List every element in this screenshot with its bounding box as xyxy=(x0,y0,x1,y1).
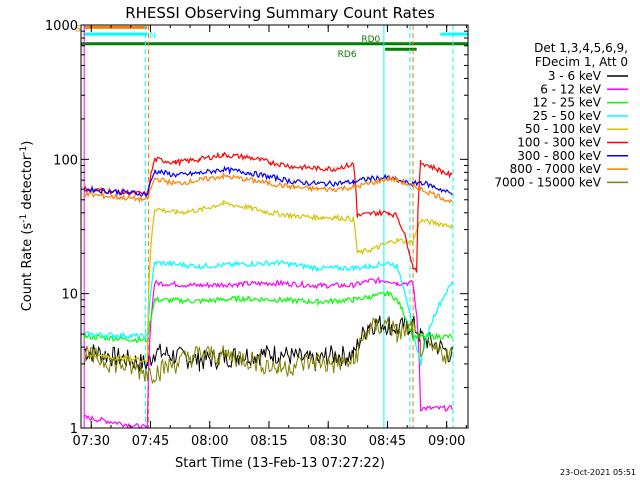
legend-entry-label: 25 - 50 keV xyxy=(533,109,602,123)
x-tick-label: 07:30 xyxy=(73,434,110,449)
y-axis-ticks: 1 10 100 1000 xyxy=(45,19,468,437)
legend-entry-label: 800 - 7000 keV xyxy=(510,162,602,176)
series-line xyxy=(83,317,453,385)
series-line xyxy=(83,277,453,429)
y-tick-label: 10 xyxy=(61,288,78,303)
flag-bar-label: RD0 xyxy=(361,35,380,45)
series-lines xyxy=(83,151,453,429)
y-axis-label-part1: Count Rate (s xyxy=(20,223,35,312)
x-axis-ticks: 07:30 07:45 08:00 08:15 08:30 08:45 09:00 xyxy=(73,25,467,449)
x-tick-label: 08:45 xyxy=(369,434,406,449)
y-axis-label-part3: ) xyxy=(20,141,35,146)
vertical-markers xyxy=(83,25,454,428)
series-line xyxy=(83,315,453,372)
legend-entry-label: 3 - 6 keV xyxy=(548,69,602,83)
series-line xyxy=(83,151,453,273)
y-tick-label: 1000 xyxy=(45,19,78,34)
series-line xyxy=(84,200,453,363)
flag-bar-label: S xyxy=(75,24,81,34)
y-tick-label: 1 xyxy=(70,422,78,437)
legend: Det 1,3,4,5,6,9, FDecim 1, Att 0 3 - 6 k… xyxy=(494,41,628,189)
y-axis-label: Count Rate (s-1 detector-1) xyxy=(19,141,35,312)
legend-entry-label: 7000 - 15000 keV xyxy=(494,175,601,189)
legend-header-line-2: FDecim 1, Att 0 xyxy=(535,55,628,69)
legend-entry-label: 300 - 800 keV xyxy=(517,149,601,163)
plot-frame xyxy=(80,24,469,429)
y-tick-label: 100 xyxy=(53,153,78,168)
x-axis-label: Start Time (13-Feb-13 07:27:22) xyxy=(175,456,385,471)
series-line xyxy=(84,172,453,204)
chart-title: RHESSI Observing Summary Count Rates xyxy=(125,4,435,22)
x-tick-label: 09:00 xyxy=(428,434,465,449)
x-tick-label: 08:15 xyxy=(250,434,287,449)
x-tick-label: 08:30 xyxy=(309,434,346,449)
legend-entry-label: 6 - 12 keV xyxy=(540,82,602,96)
y-axis-label-part2: detector xyxy=(20,154,35,214)
footer-timestamp: 23-Oct-2021 05:51 xyxy=(560,468,636,477)
legend-entry-label: 100 - 300 keV xyxy=(517,136,601,150)
legend-entry-label: 12 - 25 keV xyxy=(533,96,602,110)
flag-bar-label: RD6 xyxy=(338,50,357,60)
y-axis-label-sup1: -1 xyxy=(19,214,29,223)
x-tick-label: 08:00 xyxy=(191,434,228,449)
y-axis-label-sup2: -1 xyxy=(19,146,29,155)
flag-bar-label: N xyxy=(149,31,156,41)
legend-header-line-1: Det 1,3,4,5,6,9, xyxy=(534,41,628,55)
x-tick-label: 07:45 xyxy=(132,434,169,449)
legend-entry-label: 50 - 100 keV xyxy=(525,122,602,136)
